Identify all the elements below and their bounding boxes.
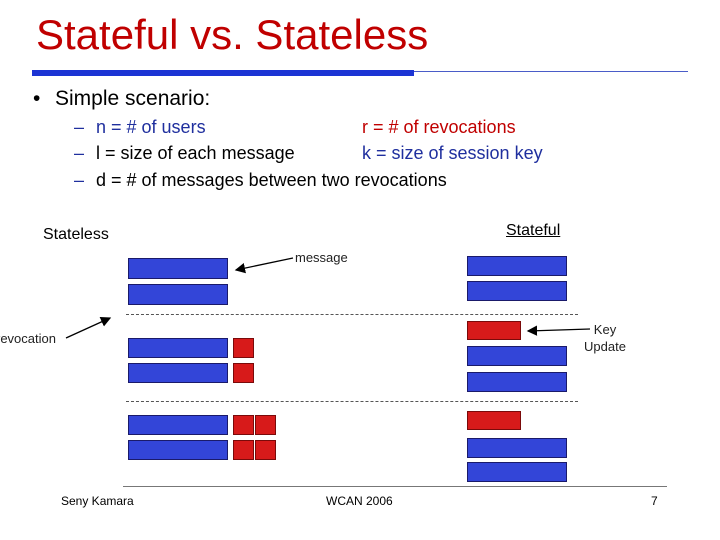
footer-author: Seny Kamara (61, 494, 134, 508)
revocation-line-2 (126, 401, 578, 402)
slide-title: Stateful vs. Stateless (36, 11, 429, 58)
message-label: message (295, 250, 348, 265)
sub-item-messages-between: – d = # of messages between two revocatio… (74, 170, 447, 191)
stateless-message-block (128, 338, 228, 358)
dash-marker: – (74, 143, 85, 163)
stateless-key-square (233, 415, 254, 435)
sub-item-text: n = # of users (96, 117, 206, 137)
title-rule (414, 71, 688, 72)
stateful-message-block (467, 346, 567, 366)
bullet-marker: • (33, 87, 41, 110)
key-update-label-line1: Key (593, 322, 617, 337)
stateful-message-block (467, 281, 567, 301)
key-update-arrow (526, 325, 591, 336)
sub-item-text: l = size of each message (96, 143, 295, 163)
stateless-key-square (255, 415, 276, 435)
footer-page-number: 7 (651, 494, 658, 508)
bullet-text: Simple scenario: (55, 87, 211, 110)
sub-item-revocations: r = # of revocations (362, 117, 516, 137)
dash-marker: – (74, 170, 85, 190)
key-update-label: Key Update (582, 321, 628, 355)
revocation-arrow (65, 317, 112, 339)
stateful-key-update-block (467, 411, 521, 430)
key-update-label-line2: Update (584, 339, 626, 354)
stateless-key-square (233, 363, 254, 383)
dash-marker: – (74, 117, 85, 137)
stateless-message-block (128, 363, 228, 383)
revocation-line-1 (126, 314, 578, 315)
revocation-label: revocation (0, 331, 56, 346)
title-underline (32, 70, 414, 76)
stateful-message-block (467, 372, 567, 392)
stateless-label: Stateless (43, 226, 109, 243)
sub-item-users: – n = # of users (74, 117, 206, 138)
stateless-key-square (255, 440, 276, 460)
stateful-message-block (467, 438, 567, 458)
stateless-key-square (233, 338, 254, 358)
sub-item-text: d = # of messages between two revocation… (96, 170, 447, 190)
message-arrow (234, 257, 294, 274)
stateless-message-block (128, 258, 228, 279)
sub-item-message-size: – l = size of each message (74, 143, 295, 164)
stateful-label: Stateful (506, 222, 561, 239)
stateless-message-block (128, 440, 228, 460)
stateless-message-block (128, 415, 228, 435)
footer-venue: WCAN 2006 (326, 494, 393, 508)
footer-rule (123, 486, 667, 487)
stateful-message-block (467, 462, 567, 482)
stateless-message-block (128, 284, 228, 305)
sub-item-session-key: k = size of session key (362, 143, 543, 163)
stateful-key-update-block (467, 321, 521, 340)
stateless-key-square (233, 440, 254, 460)
stateful-message-block (467, 256, 567, 276)
bullet-simple-scenario: • Simple scenario: (33, 87, 210, 111)
